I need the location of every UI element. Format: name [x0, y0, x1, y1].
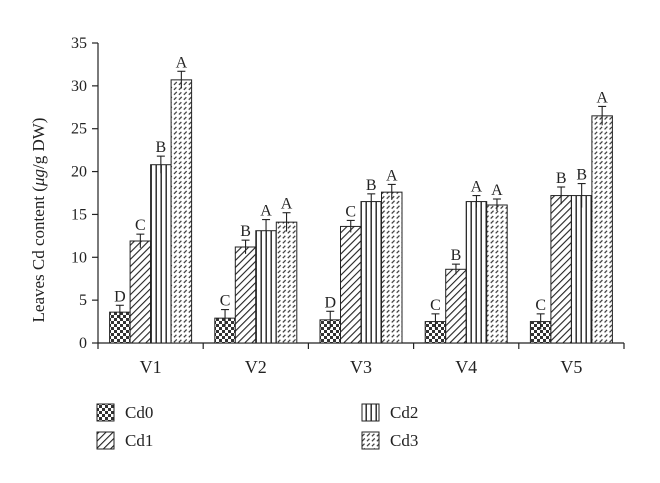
bar-cd1-v3: [340, 225, 362, 344]
x-category-label: V4: [455, 357, 477, 377]
x-category-label: V3: [350, 357, 372, 377]
significance-letter: C: [430, 297, 441, 314]
significance-letter: A: [260, 203, 272, 220]
legend: Cd0 Cd1 Cd2 Cd3: [96, 403, 418, 450]
significance-letter: C: [345, 203, 356, 220]
significance-letter: A: [386, 167, 398, 184]
significance-letter: D: [114, 288, 126, 305]
bar-cd3-v2: [275, 221, 298, 344]
y-axis-title-suffix: /g DW): [29, 118, 48, 169]
legend-swatch-cd3: [361, 431, 380, 450]
bar-cd3-v4: [486, 204, 508, 344]
significance-letter: C: [535, 297, 546, 314]
y-tick-label: 25: [71, 121, 87, 138]
y-tick-label: 35: [71, 35, 87, 52]
legend-swatch-cd2: [361, 403, 380, 422]
bar-cd2-v2: [255, 230, 277, 344]
significance-letter: D: [324, 294, 336, 311]
legend-label-cd3: Cd3: [390, 431, 418, 450]
y-tick-label: 10: [71, 249, 87, 266]
bar-cd3-v3: [381, 191, 403, 344]
significance-letter: B: [556, 170, 567, 187]
y-tick-label: 0: [79, 335, 87, 352]
legend-swatch-cd1: [96, 431, 115, 450]
bar-cd1-v2: [234, 246, 257, 344]
legend-swatch-cd0: [96, 403, 115, 422]
y-tick-label: 5: [79, 292, 87, 309]
y-axis-title: Leaves Cd content (μg/g DW): [29, 118, 48, 323]
significance-letter: B: [576, 167, 587, 184]
significance-letter: A: [596, 89, 608, 106]
y-axis-title-prefix: Leaves Cd content (: [29, 186, 48, 323]
significance-letter: B: [240, 223, 251, 240]
significance-letter: A: [471, 179, 483, 196]
significance-letter: B: [451, 247, 462, 264]
significance-letter: A: [281, 196, 293, 213]
y-tick-label: 15: [71, 206, 87, 223]
bar-cd1-v5: [550, 195, 572, 344]
significance-letter: B: [156, 139, 167, 156]
x-category-label: V5: [560, 357, 582, 377]
legend-label-cd2: Cd2: [390, 403, 418, 422]
bar-cd2-v5: [570, 195, 593, 344]
significance-letter: A: [176, 54, 188, 71]
significance-letter: A: [491, 182, 503, 199]
bar-cd1-v4: [445, 268, 467, 344]
x-category-label: V1: [140, 357, 162, 377]
y-tick-label: 30: [71, 78, 87, 95]
bar-cd1-v1: [129, 240, 152, 344]
significance-letter: C: [220, 293, 231, 310]
bar-cd2-v3: [360, 201, 382, 344]
significance-letter: B: [366, 177, 377, 194]
y-tick-label: 20: [71, 164, 87, 181]
axes: 0 5 10 15 20 25 30 35 V1 V2 V3 V4 V5: [71, 35, 625, 377]
x-category-label: V2: [245, 357, 267, 377]
bar-cd2-v1: [150, 164, 172, 344]
bar-cd2-v4: [465, 201, 488, 344]
significance-letter: C: [135, 217, 146, 234]
y-axis-title-unit: μg: [29, 169, 48, 187]
legend-label-cd0: Cd0: [125, 403, 153, 422]
bar-cd3-v5: [591, 115, 613, 344]
bar-cd3-v1: [170, 79, 193, 344]
legend-label-cd1: Cd1: [125, 431, 153, 450]
